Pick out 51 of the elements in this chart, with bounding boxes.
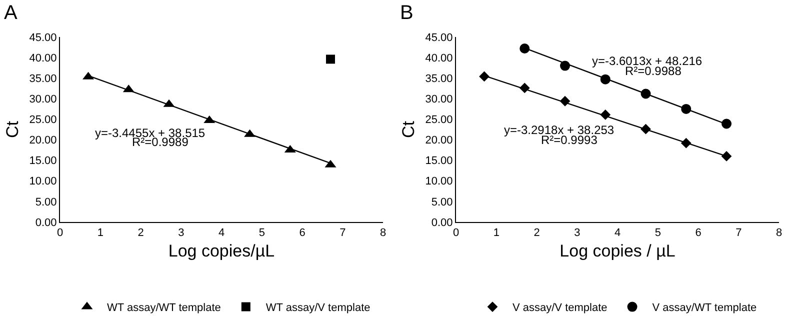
x-tick-label: 8 xyxy=(380,227,386,240)
y-tick-label: 15.00 xyxy=(29,155,57,168)
chart-title: B xyxy=(400,2,414,24)
y-tick-label: 30.00 xyxy=(29,94,57,106)
legend-label: V assay/V template xyxy=(512,302,608,314)
x-tick-label: 7 xyxy=(340,227,346,240)
legend-label: WT assay/V template xyxy=(266,302,370,314)
point xyxy=(722,118,732,129)
y-tick-label: 10.00 xyxy=(425,176,453,188)
x-tick-label: 0 xyxy=(56,227,64,240)
x-axis-title: Log copies/µL xyxy=(168,242,275,261)
y-tick-label: 35.00 xyxy=(425,72,453,85)
x-tick-label: 1 xyxy=(97,227,104,240)
x-tick-label: 4 xyxy=(218,227,225,240)
chart-title: A xyxy=(4,2,18,24)
y-tick-label: 0.00 xyxy=(431,216,453,229)
y-tick-label: 20.00 xyxy=(29,134,57,147)
y-tick-label: 5.00 xyxy=(35,196,57,208)
x-tick-label: 3 xyxy=(574,227,580,240)
y-tick-label: 5.00 xyxy=(431,196,453,208)
y-tick-label: 40.00 xyxy=(29,52,57,64)
y-tick-label: 30.00 xyxy=(425,94,453,106)
y-tick-label: 20.00 xyxy=(425,134,453,147)
y-tick-label: 45.00 xyxy=(29,32,57,44)
x-tick-label: 6 xyxy=(695,227,702,240)
x-tick-label: 8 xyxy=(776,227,782,240)
x-axis-title: Log copies / µL xyxy=(560,242,676,261)
legend-label: WT assay/WT template xyxy=(107,302,221,314)
x-tick-label: 1 xyxy=(493,227,500,240)
y-axis-title: Ct xyxy=(398,120,418,138)
x-tick-label: 7 xyxy=(736,227,742,240)
x-tick-label: 5 xyxy=(258,227,265,240)
x-tick-label: 2 xyxy=(138,227,144,240)
y-tick-label: 25.00 xyxy=(425,114,453,126)
y-tick-label: 35.00 xyxy=(29,72,57,85)
y-tick-label: 40.00 xyxy=(425,52,453,64)
x-tick-label: 5 xyxy=(654,227,661,240)
x-tick-label: 2 xyxy=(534,227,540,240)
point xyxy=(520,44,530,54)
y-tick-label: 15.00 xyxy=(425,155,453,168)
y-tick-label: 0.00 xyxy=(35,216,57,229)
y-tick-label: 10.00 xyxy=(29,176,57,188)
y-tick-label: 45.00 xyxy=(425,32,453,44)
y-tick-label: 25.00 xyxy=(29,114,57,126)
point xyxy=(326,54,336,64)
y-axis-title: Ct xyxy=(2,120,22,138)
x-tick-label: 4 xyxy=(614,227,621,240)
x-tick-label: 6 xyxy=(299,227,306,240)
legend-label: V assay/WT template xyxy=(652,302,757,314)
x-tick-label: 3 xyxy=(178,227,184,240)
x-tick-label: 0 xyxy=(452,227,460,240)
